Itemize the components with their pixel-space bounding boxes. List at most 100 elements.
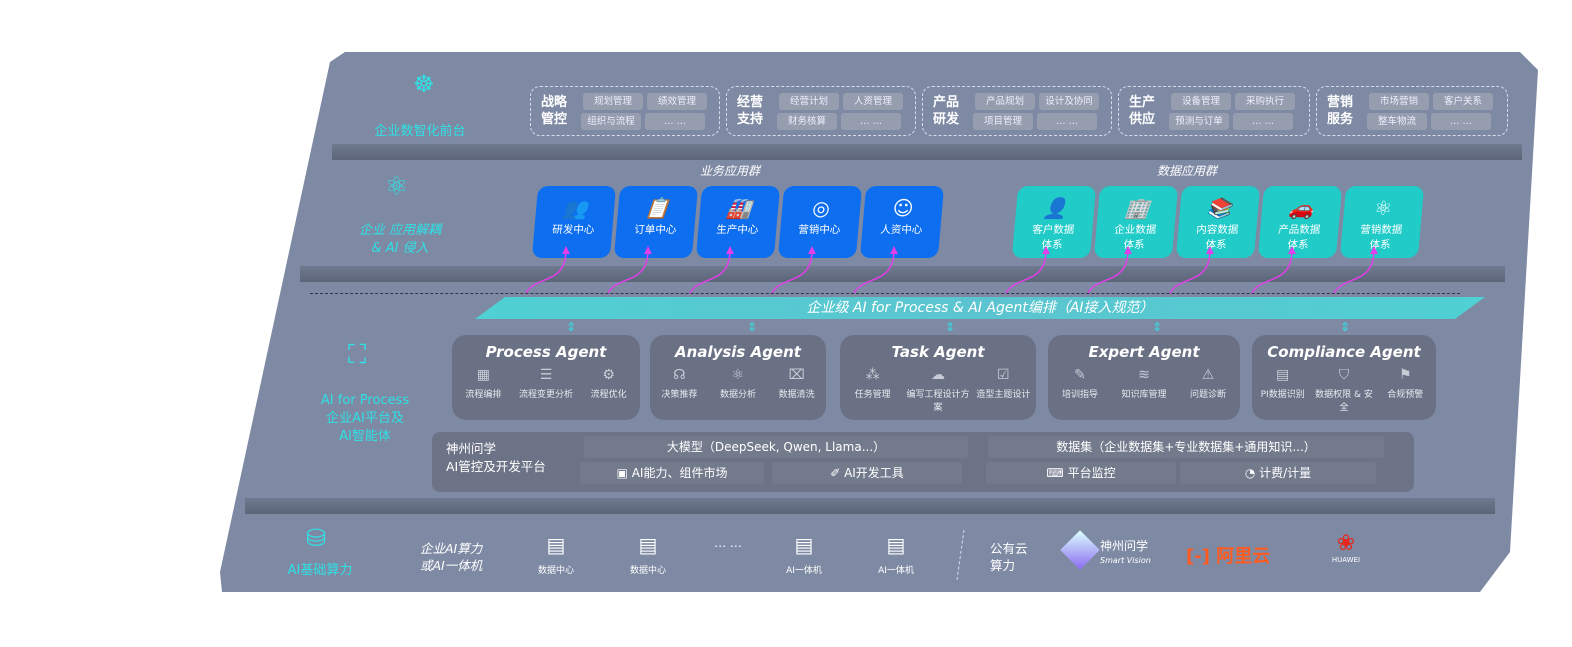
connector-curve	[853, 249, 895, 294]
list-icon: ☰	[539, 367, 553, 383]
public-cloud-label: 公有云 算力	[990, 541, 1028, 573]
ellipsis: … …	[714, 536, 742, 550]
connector-curve	[1087, 249, 1129, 294]
clean-icon: ⌧	[788, 367, 805, 383]
smartvision-text: 神州问学 Smart Vision	[1100, 539, 1151, 566]
chip: 设备管理	[1171, 93, 1231, 110]
monitor-icon: ⌨	[1046, 466, 1068, 480]
connector-curve	[525, 249, 567, 294]
gauge-icon: ◔	[1244, 466, 1260, 480]
chip: 预测与订单	[1169, 113, 1229, 130]
llm-bar: 大模型（DeepSeek, Qwen, Llama...）	[584, 436, 968, 458]
database-icon: ⛁	[306, 524, 327, 552]
brain-icon: ☸	[413, 70, 435, 98]
huawei-logo: ❀ HUAWEI	[1331, 531, 1361, 565]
agent-expert[interactable]: Expert Agent ✎ 培训指导 ≋ 知识库管理 ⚠ 问题诊断	[1048, 335, 1240, 420]
layer-infra-label: AI基础算力	[287, 563, 353, 578]
chip: 组织与流程	[581, 113, 641, 130]
connector-arrowhead	[562, 246, 570, 254]
front-group: 生产 供应 设备管理 采购执行 预测与订单 … …	[1118, 86, 1310, 136]
connector-curve	[771, 249, 813, 294]
chip: … …	[1431, 113, 1491, 130]
connector-arrowhead	[1288, 246, 1296, 254]
down-arrow-icon: ⇕	[1340, 320, 1351, 334]
chip: … …	[645, 113, 705, 130]
dataset-bar: 数据集（企业数据集+专业数据集+通用知识...）	[988, 436, 1384, 458]
platform-monitor[interactable]: ⌨ 平台监控	[986, 462, 1176, 484]
chip: … …	[1233, 113, 1293, 130]
layer-divider	[332, 144, 1522, 160]
aliyun-logo: [-] 阿里云	[1186, 546, 1271, 567]
data-apps-title: 数据应用群	[1157, 164, 1218, 178]
billing[interactable]: ◔ 计费/计量	[1180, 462, 1376, 484]
down-arrow-icon: ⇕	[747, 320, 758, 334]
dashed-divider	[310, 293, 1460, 294]
cloud-icon: ☁	[930, 367, 945, 383]
server-item: ▤ AI一体机	[774, 533, 834, 576]
dev-tools-icon: ✐	[830, 466, 845, 480]
connector-curve	[1005, 249, 1047, 294]
molecule-icon: ⚛	[385, 172, 409, 202]
down-arrow-icon: ⇕	[566, 320, 577, 334]
head-icon: ☊	[673, 367, 686, 383]
front-group: 营销 服务 市场营销 客户关系 整车物流 … …	[1316, 86, 1508, 136]
chip: 人资管理	[843, 93, 903, 110]
training-icon: ✎	[1074, 367, 1086, 383]
connector-arrows	[525, 246, 1378, 294]
alert-icon: ⚑	[1399, 367, 1412, 383]
connector-curve	[689, 249, 731, 294]
chip: 财务核算	[777, 113, 837, 130]
front-group: 战略 管控 规划管理 绩效管理 组织与流程 … …	[530, 86, 720, 136]
atom-icon: ⚛	[731, 367, 745, 383]
down-arrow-icon: ⇕	[945, 320, 956, 334]
down-arrow-icon: ⇕	[1152, 320, 1163, 334]
front-group: 经营 支持 经营计划 人资管理 财务核算 … …	[726, 86, 916, 136]
chip: 绩效管理	[647, 93, 707, 110]
layer-ai-label: AI for Process 企业AI平台及 AI智能体	[320, 393, 410, 444]
enterprise-compute: 企业AI算力 或AI一体机	[420, 541, 483, 573]
agent-analysis[interactable]: Analysis Agent ☊ 决策推荐 ⚛ 数据分析 ⌧ 数据清洗	[650, 335, 826, 420]
chip: 产品规划	[975, 93, 1035, 110]
front-group: 产品 研发 产品规划 设计及协同 项目管理 … …	[922, 86, 1112, 136]
connector-arrowhead	[1042, 246, 1050, 254]
layer-divider	[245, 498, 1495, 514]
server-item: ▤ 数据中心	[618, 533, 678, 576]
connector-arrowhead	[890, 246, 898, 254]
chip: 整车物流	[1367, 113, 1427, 130]
layer-apps-label: 企业 应用解耦 & AI 侵入	[358, 223, 442, 256]
server-icon: ▤	[546, 533, 566, 557]
layers-icon: ≋	[1138, 367, 1150, 383]
connector-arrowhead	[1206, 246, 1214, 254]
chip: 规划管理	[583, 93, 643, 110]
chart-icon: ▦	[476, 367, 490, 383]
chip: 项目管理	[973, 113, 1033, 130]
chip: 经营计划	[779, 93, 839, 110]
market-icon: ▣	[616, 466, 632, 480]
agent-process[interactable]: Process Agent ▦ 流程编排 ☰ 流程变更分析 ⚙ 流程优化	[452, 335, 640, 420]
connector-curve	[1169, 249, 1211, 294]
server-icon: ▤	[794, 533, 814, 557]
face-scan-icon: ⛶	[348, 340, 367, 370]
connector-curve	[1251, 249, 1293, 294]
business-apps-title: 业务应用群	[700, 164, 761, 178]
connector-arrowhead	[1370, 246, 1378, 254]
checklist-icon: ☑	[997, 367, 1010, 383]
optimize-icon: ⚙	[602, 367, 615, 383]
connector-curve	[1333, 249, 1375, 294]
server-icon: ▤	[638, 533, 658, 557]
chip: 设计及协同	[1039, 93, 1099, 110]
orchestration-banner: 企业级 AI for Process & AI Agent编排（AI接入规范）	[475, 297, 1485, 319]
ai-market[interactable]: ▣ AI能力、组件市场	[580, 462, 764, 484]
id-card-icon: ▤	[1276, 367, 1290, 383]
shield-icon: ⛉	[1338, 367, 1350, 383]
ai-dev-tools[interactable]: ✐ AI开发工具	[772, 462, 962, 484]
connector-arrowhead	[726, 246, 734, 254]
connector-arrowhead	[644, 246, 652, 254]
server-item: ▤ 数据中心	[526, 533, 586, 576]
chip: 市场营销	[1369, 93, 1429, 110]
network-icon: ⁂	[865, 367, 880, 383]
agent-compliance[interactable]: Compliance Agent ▤ PI数据识别 ⛉ 数据权限 & 安全 ⚑ 合规预…	[1252, 335, 1436, 420]
chip: … …	[1037, 113, 1097, 130]
connector-arrowhead	[808, 246, 816, 254]
agent-task[interactable]: Task Agent ⁂ 任务管理 ☁ 编写工程设计方案 ☑ 造型主题设计	[840, 335, 1036, 420]
